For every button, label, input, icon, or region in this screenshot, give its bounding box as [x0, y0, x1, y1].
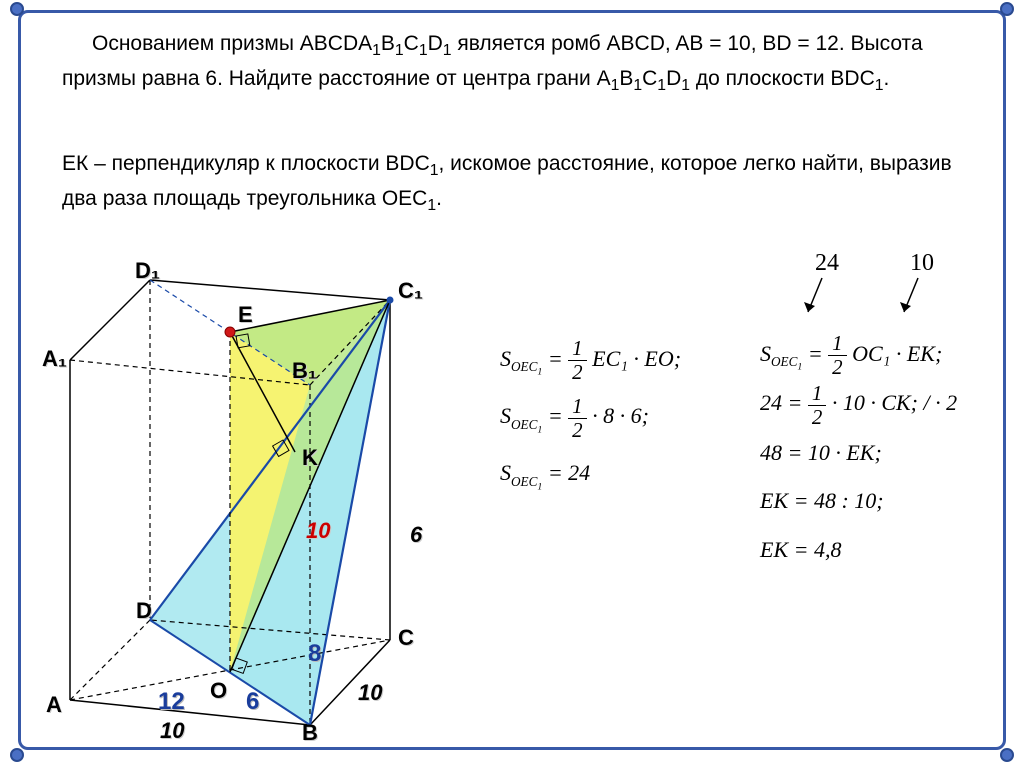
label-A: A	[46, 692, 62, 718]
eq-b1: SOEC1 = 12 OC₁ · EK;	[760, 330, 1000, 379]
top-arrows: 24 10	[760, 250, 980, 330]
prism-diagram: D₁ C₁ A₁ B₁ E K D C A B O 10 6 8 12 6 10…	[40, 260, 480, 750]
label-B1: B₁	[292, 358, 317, 384]
label-10c: 10	[358, 680, 382, 706]
corner-dot	[10, 748, 24, 762]
label-E: E	[238, 302, 253, 328]
label-B: B	[302, 720, 318, 746]
label-8: 8	[308, 640, 321, 668]
label-K: K	[302, 445, 318, 471]
eq-b2: 24 = 12 · 10 · CK; / · 2	[760, 379, 1000, 428]
eq-b3: 48 = 10 · EK;	[760, 429, 1000, 477]
label-6: 6	[410, 522, 422, 548]
label-D: D	[136, 598, 152, 624]
eq-a1: SOEC1 = 12 EC₁ · EO;	[500, 330, 740, 387]
problem-text: Основанием призмы ABCDA1B1C1D1 является …	[62, 28, 982, 98]
eq-a2: SOEC1 = 12 · 8 · 6;	[500, 387, 740, 444]
label-C: C	[398, 625, 414, 651]
corner-dot	[1000, 748, 1014, 762]
eq-b5: EK = 4,8	[760, 526, 1000, 574]
arrow-num-24: 24	[815, 250, 839, 276]
label-12: 12	[158, 688, 185, 716]
eq-a3: SOEC1 = 24	[500, 444, 740, 501]
label-10-red: 10	[306, 518, 330, 544]
label-C1: C₁	[398, 278, 423, 304]
eq-b4: EK = 48 : 10;	[760, 477, 1000, 525]
solution-text: ЕК – перпендикуляр к плоскости BDC1, иск…	[62, 148, 982, 218]
label-D1: D₁	[135, 258, 160, 284]
arrow-num-10: 10	[910, 250, 934, 276]
label-O: O	[210, 678, 227, 704]
label-6b: 6	[246, 688, 259, 716]
corner-dot	[10, 2, 24, 16]
label-10b: 10	[160, 718, 184, 744]
math-column-1: SOEC1 = 12 EC₁ · EO; SOEC1 = 12 · 8 · 6;…	[500, 330, 740, 502]
corner-dot	[1000, 2, 1014, 16]
label-A1: A₁	[42, 346, 67, 372]
math-column-2: SOEC1 = 12 OC₁ · EK; 24 = 12 · 10 · CK; …	[760, 330, 1000, 574]
